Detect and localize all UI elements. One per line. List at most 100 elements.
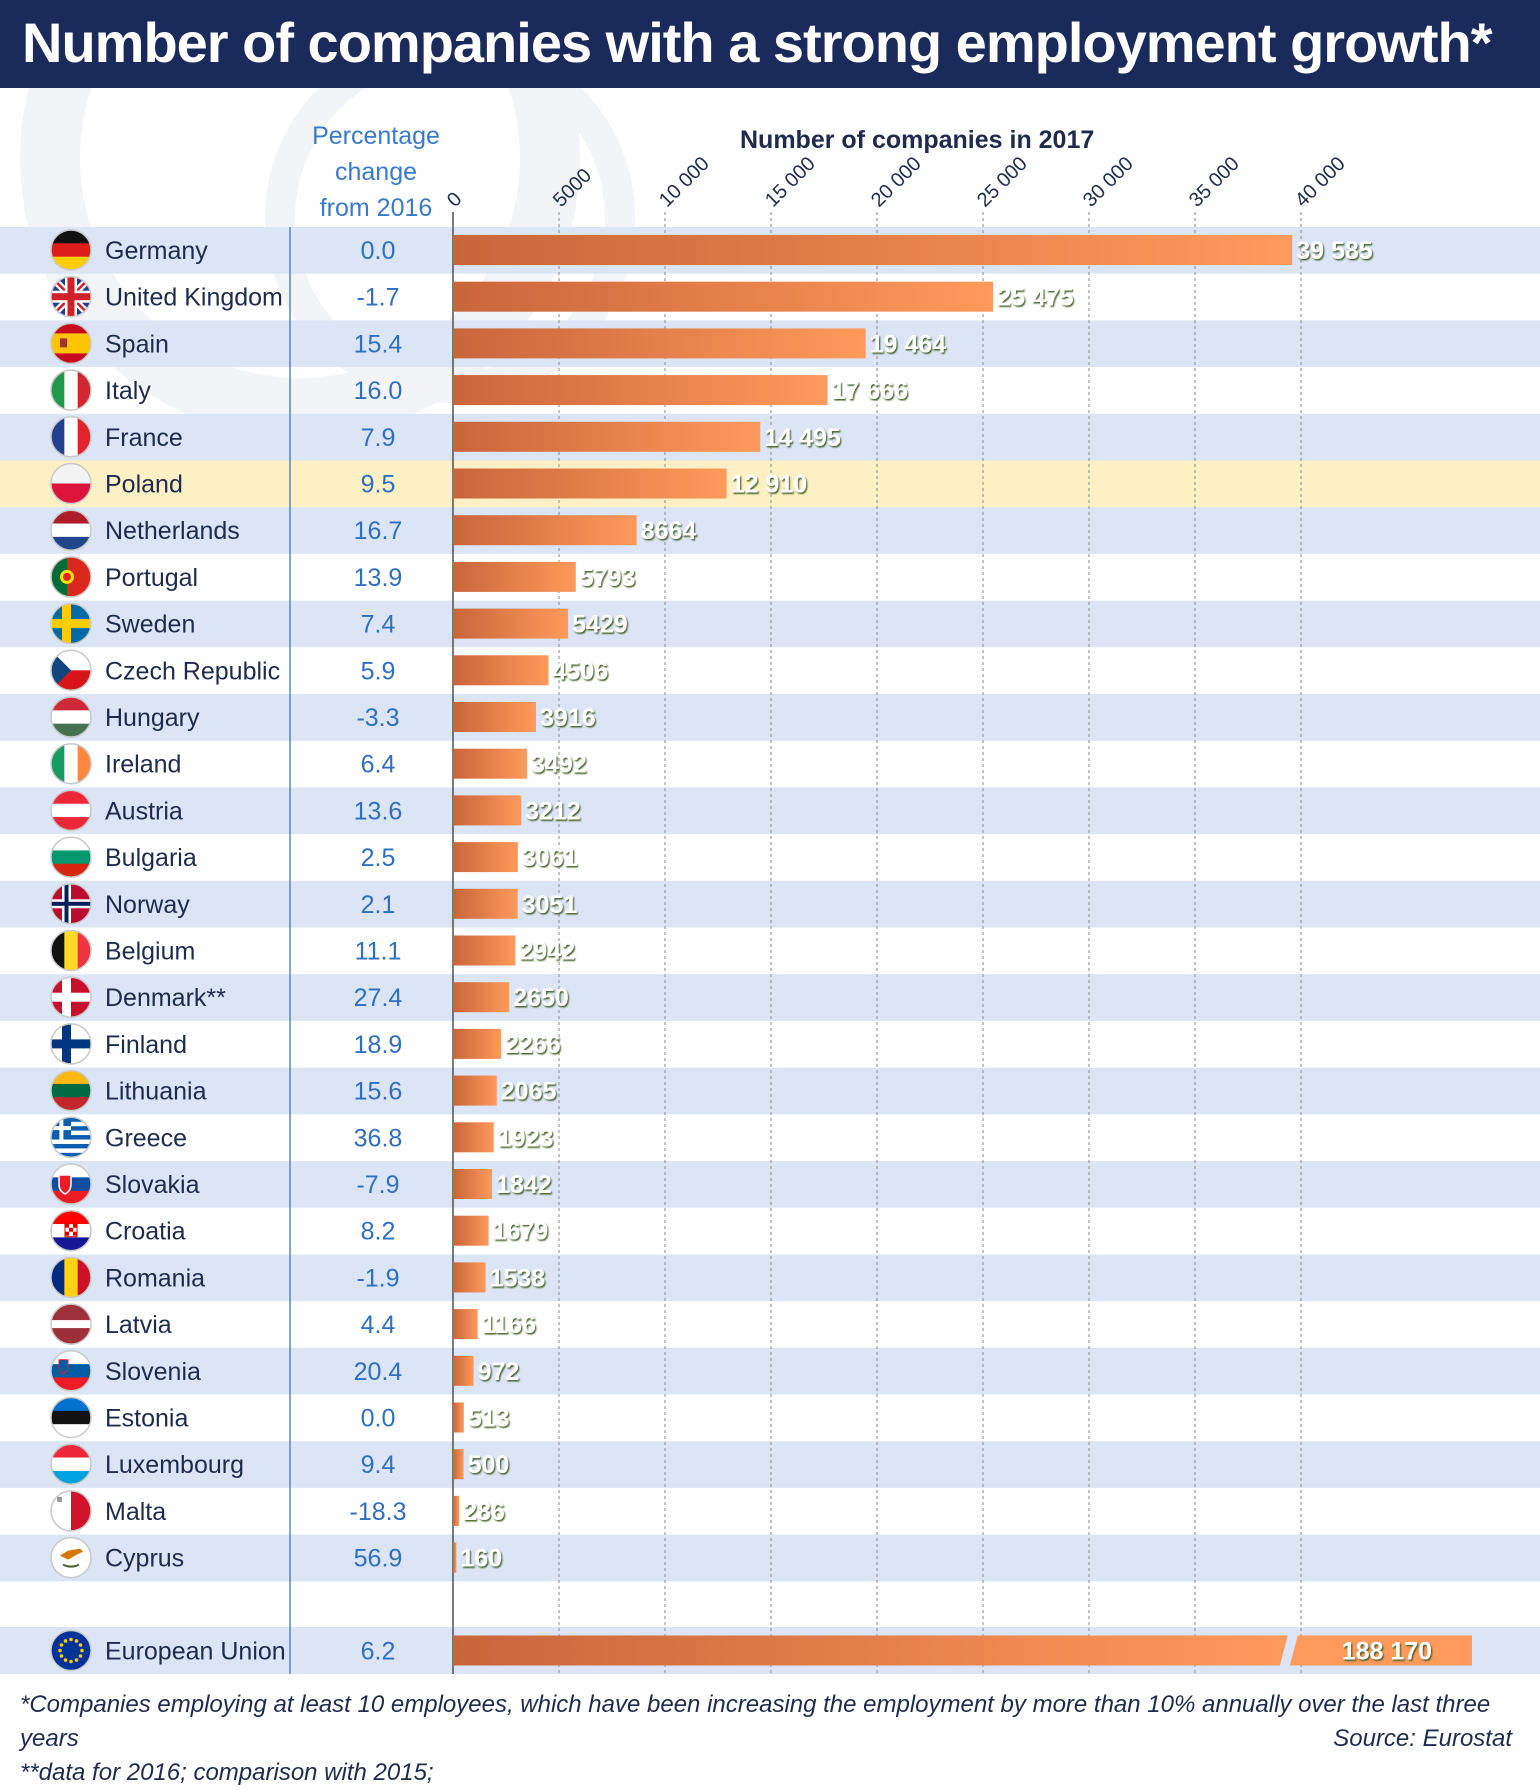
row-highlight [0, 460, 1540, 508]
bar [453, 375, 828, 406]
row-stripe [0, 880, 1540, 928]
finland-flag [50, 1023, 92, 1065]
row-stripe [0, 1441, 1540, 1488]
value-label: 3061 [522, 844, 578, 872]
row-stripe [0, 787, 1540, 835]
slovenia-flag [50, 1350, 92, 1392]
country-label: United Kingdom [105, 284, 283, 312]
data-row: Italy 16.0 17 666 [50, 369, 908, 411]
bar [453, 1215, 489, 1246]
data-row: Greece 36.8 1923 [50, 1116, 553, 1159]
bar [453, 748, 528, 779]
pct-change-value: -1.7 [356, 284, 399, 312]
bar [453, 1262, 486, 1293]
data-row: Spain 15.4 19 464 [50, 322, 946, 365]
bar [453, 1122, 494, 1153]
value-label: 3212 [525, 797, 581, 825]
ireland-flag [50, 742, 92, 785]
value-label: 2942 [519, 938, 575, 966]
x-tick-label: 30 000 [1079, 153, 1138, 212]
country-label: Ireland [105, 751, 181, 779]
belgium-flag [50, 929, 92, 972]
row-stripe [0, 413, 1540, 461]
x-axis-title: Number of companies in 2017 [740, 126, 1095, 154]
lithuania-flag [50, 1069, 92, 1112]
bar [453, 561, 576, 592]
pct-change-value: 27.4 [354, 984, 403, 1012]
x-tick-label: 15 000 [761, 153, 820, 212]
data-row: Portugal 13.9 5793 [50, 556, 635, 598]
denmark-flag [50, 976, 92, 1018]
pct-change-value: 4.4 [361, 1311, 396, 1339]
bar [453, 1635, 1288, 1666]
data-row: Ireland 6.4 3492 [50, 742, 587, 785]
value-label: 160 [460, 1545, 502, 1573]
bar [453, 935, 516, 966]
x-tick-label: 35 000 [1185, 153, 1244, 212]
greece-flag [50, 1116, 92, 1159]
data-row: Sweden 7.4 5429 [50, 602, 628, 645]
country-label: Estonia [105, 1405, 188, 1433]
value-label: 25 475 [997, 284, 1074, 312]
pct-change-value: 7.4 [361, 611, 396, 639]
netherlands-flag [50, 509, 92, 551]
value-label: 14 495 [764, 424, 841, 452]
data-row: Norway 2.1 3051 [50, 883, 578, 925]
data-row: Malta -18.3 286 [50, 1490, 505, 1532]
x-tick-label: 25 000 [973, 153, 1032, 212]
row-stripe [0, 600, 1540, 648]
bar [453, 1355, 474, 1386]
row-stripe [0, 974, 1540, 1021]
value-label: 3051 [522, 891, 578, 919]
bar [453, 515, 637, 546]
value-label: 5429 [572, 611, 628, 639]
pct-change-value: 16.0 [354, 377, 403, 405]
row-stripe [0, 1347, 1540, 1395]
x-tick-label: 5000 [549, 165, 596, 212]
data-row: Finland 18.9 2266 [50, 1023, 561, 1065]
value-label: 2065 [501, 1078, 557, 1106]
country-label: Germany [105, 237, 208, 265]
malta-flag [50, 1490, 92, 1532]
data-row: Estonia 0.0 513 [50, 1396, 510, 1439]
bar [453, 702, 537, 732]
pct-header-line-1: Percentage [312, 122, 440, 150]
germany-flag [50, 229, 92, 271]
luxembourg-flag [50, 1443, 92, 1485]
country-label: European Union [105, 1638, 286, 1666]
bar [453, 1169, 493, 1199]
country-label: Malta [105, 1498, 166, 1526]
cyprus-flag [50, 1536, 92, 1579]
title-bar: Number of companies with a strong employ… [0, 0, 1540, 88]
bar [453, 468, 727, 499]
slovakia-flag [50, 1163, 92, 1205]
value-label: 1679 [493, 1218, 549, 1246]
country-label: Portugal [105, 564, 198, 592]
pct-change-value: 20.4 [354, 1358, 403, 1386]
country-label: Greece [105, 1124, 187, 1152]
value-label: 3916 [540, 704, 596, 732]
x-tick-label: 10 000 [655, 153, 714, 212]
pct-change-value: 7.9 [361, 424, 396, 452]
data-row: France 7.9 14 495 [50, 416, 841, 458]
country-label: Netherlands [105, 517, 240, 545]
bar [453, 1495, 460, 1526]
country-label: Finland [105, 1031, 187, 1059]
pct-change-value: 15.6 [354, 1078, 403, 1106]
country-label: Belgium [105, 938, 195, 966]
value-label: 500 [468, 1451, 510, 1479]
value-label: 12 910 [731, 471, 807, 499]
value-label: 39 585 [1296, 237, 1373, 265]
romania-flag [50, 1256, 92, 1299]
spain-flag [50, 322, 92, 365]
pct-change-value: 0.0 [361, 1405, 396, 1433]
country-label: Hungary [105, 704, 200, 732]
data-row: Latvia 4.4 1166 [50, 1303, 536, 1345]
pct-change-value: 56.9 [354, 1545, 403, 1573]
value-label: 4506 [553, 657, 609, 685]
data-row: Luxembourg 9.4 500 [50, 1443, 510, 1485]
italy-flag [50, 369, 92, 411]
pct-change-header: Percentage change from 2016 [296, 118, 456, 226]
country-label: Austria [105, 797, 183, 825]
data-row: Hungary -3.3 3916 [50, 696, 596, 738]
